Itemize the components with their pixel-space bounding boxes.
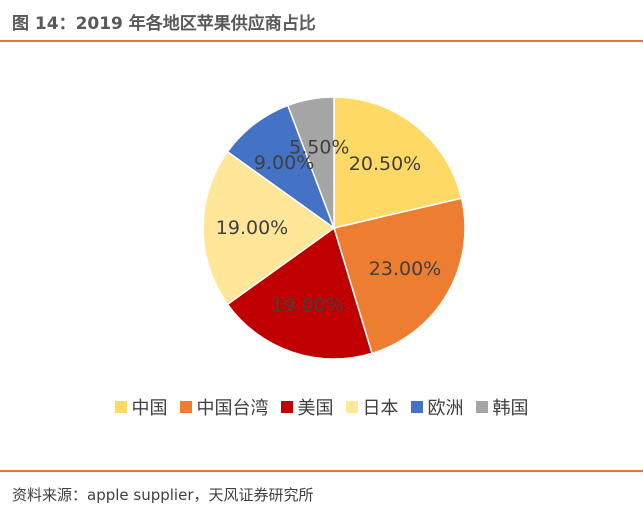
legend-swatch <box>179 401 192 413</box>
legend-label: 日本 <box>362 398 399 419</box>
legend-swatch <box>410 401 423 413</box>
pie-slice-5 <box>226 104 336 231</box>
legend-label: 美国 <box>297 398 334 419</box>
legend-item-2: 中国台湾 <box>179 394 269 420</box>
legend-item-4: 日本 <box>345 394 399 420</box>
pie-slice-3 <box>226 226 373 360</box>
slice-data-label-4: 19.00% <box>216 217 288 239</box>
legend-label: 中国台湾 <box>196 398 269 419</box>
slice-data-label-1: 20.50% <box>349 153 421 175</box>
pie-slice-1 <box>333 96 463 229</box>
slice-data-label-6: 5.50% <box>289 136 349 158</box>
legend-label: 中国 <box>131 398 168 419</box>
slice-data-label-2: 23.00% <box>369 258 441 280</box>
legend-item-6: 韩国 <box>475 394 529 420</box>
legend-label: 韩国 <box>492 398 529 419</box>
pie-slice-4 <box>202 150 336 306</box>
legend-swatch <box>475 401 488 413</box>
slice-data-label-3: 19.00% <box>271 295 343 317</box>
pie-slice-6 <box>286 96 335 229</box>
legend-item-5: 欧洲 <box>410 394 464 420</box>
figure-title: 图 14：2019 年各地区苹果供应商占比 <box>12 14 316 34</box>
source-divider <box>0 470 643 472</box>
legend-swatch <box>114 401 127 413</box>
chart-legend: 中国 中国台湾 美国 日本 欧洲 韩国 <box>0 394 643 420</box>
source-note: 资料来源：apple supplier，天风证券研究所 <box>12 486 314 504</box>
slice-data-label-5: 9.00% <box>254 152 314 174</box>
legend-swatch <box>345 401 358 413</box>
legend-item-3: 美国 <box>280 394 334 420</box>
title-divider <box>0 40 643 42</box>
legend-swatch <box>280 401 293 413</box>
legend-item-1: 中国 <box>114 394 168 420</box>
pie-slice-2 <box>333 197 466 355</box>
legend-label: 欧洲 <box>427 398 464 419</box>
